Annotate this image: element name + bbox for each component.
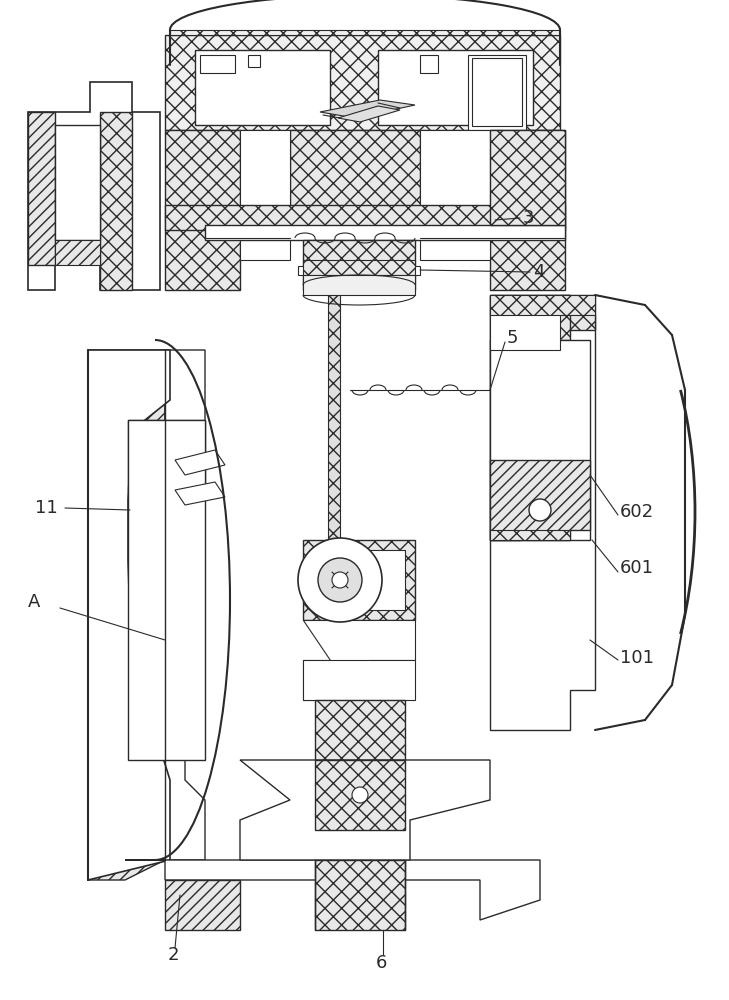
Polygon shape: [328, 290, 340, 555]
Polygon shape: [303, 540, 415, 620]
Polygon shape: [303, 660, 415, 700]
Polygon shape: [125, 860, 540, 920]
Text: 601: 601: [620, 559, 654, 577]
Polygon shape: [490, 530, 570, 540]
Text: 4: 4: [533, 263, 545, 281]
Polygon shape: [315, 700, 405, 760]
Bar: [195, 50, 330, 125]
Polygon shape: [170, 30, 560, 35]
Polygon shape: [490, 130, 565, 290]
Bar: [420, 130, 490, 260]
Polygon shape: [303, 260, 415, 275]
Polygon shape: [315, 760, 405, 830]
Polygon shape: [165, 35, 560, 130]
Polygon shape: [88, 350, 170, 880]
Bar: [240, 130, 290, 260]
Polygon shape: [28, 112, 55, 265]
Polygon shape: [303, 275, 415, 295]
Text: A: A: [28, 593, 40, 611]
Text: 6: 6: [376, 954, 387, 972]
Text: 11: 11: [35, 499, 58, 517]
Bar: [378, 50, 533, 125]
Text: 5: 5: [507, 329, 518, 347]
Polygon shape: [128, 420, 205, 490]
Bar: [468, 55, 526, 130]
Polygon shape: [175, 482, 225, 505]
Bar: [472, 58, 522, 126]
Polygon shape: [490, 295, 595, 730]
Text: 101: 101: [620, 649, 654, 667]
Polygon shape: [303, 620, 415, 700]
Polygon shape: [298, 266, 420, 275]
Bar: [490, 130, 565, 225]
Bar: [200, 55, 235, 73]
Polygon shape: [165, 130, 240, 290]
Polygon shape: [490, 460, 590, 540]
Polygon shape: [100, 112, 132, 290]
Text: 602: 602: [620, 503, 654, 521]
Bar: [128, 420, 205, 760]
Polygon shape: [165, 205, 565, 230]
Polygon shape: [175, 450, 225, 475]
Polygon shape: [560, 295, 595, 330]
Polygon shape: [303, 240, 415, 290]
Bar: [55, 125, 100, 240]
Bar: [315, 550, 405, 610]
Bar: [490, 340, 590, 540]
Bar: [420, 55, 438, 73]
Polygon shape: [338, 106, 400, 122]
Polygon shape: [320, 100, 415, 118]
Polygon shape: [490, 340, 520, 540]
Polygon shape: [315, 860, 405, 930]
Circle shape: [298, 538, 382, 622]
Text: 2: 2: [168, 946, 179, 964]
Text: 3: 3: [523, 209, 534, 227]
Circle shape: [352, 787, 368, 803]
Polygon shape: [28, 82, 160, 290]
Polygon shape: [55, 240, 100, 265]
Circle shape: [318, 558, 362, 602]
Polygon shape: [240, 760, 490, 860]
Polygon shape: [490, 295, 595, 315]
Polygon shape: [490, 295, 570, 340]
Polygon shape: [490, 295, 560, 350]
Polygon shape: [165, 880, 240, 930]
Polygon shape: [290, 130, 420, 210]
Polygon shape: [205, 225, 565, 240]
Polygon shape: [88, 350, 165, 880]
Bar: [248, 55, 260, 67]
Polygon shape: [165, 350, 205, 860]
Circle shape: [529, 499, 551, 521]
Circle shape: [332, 572, 348, 588]
